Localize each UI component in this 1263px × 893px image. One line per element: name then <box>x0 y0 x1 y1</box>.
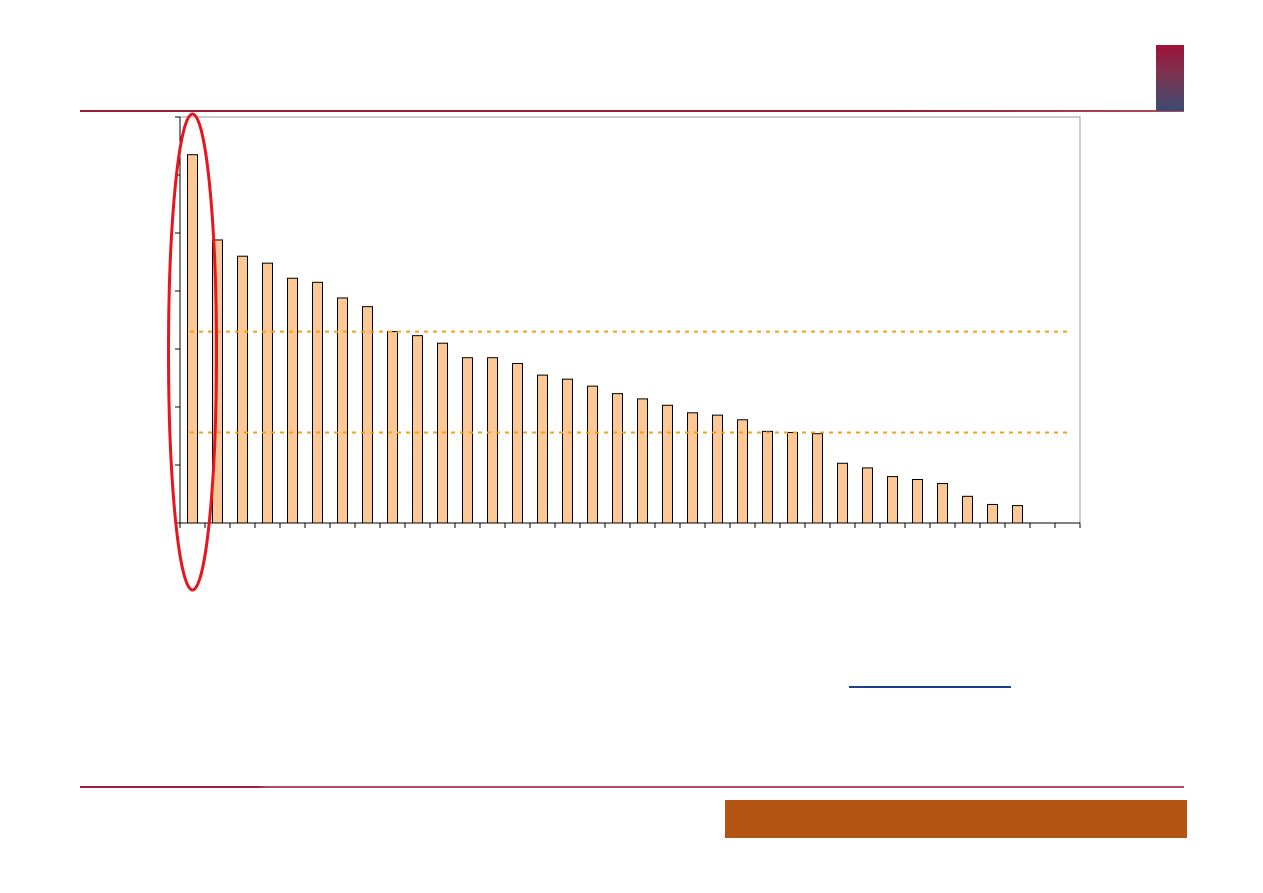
bar <box>587 385 598 524</box>
brand-logo-block <box>1156 45 1184 111</box>
bar <box>187 154 198 524</box>
bar <box>262 262 273 524</box>
bar <box>962 495 973 524</box>
bar <box>412 335 423 524</box>
footer-bar <box>725 800 1187 838</box>
x-axis-ticks <box>179 523 1081 528</box>
bar <box>912 479 923 524</box>
bar <box>387 331 398 524</box>
bar <box>537 374 548 524</box>
bar <box>237 255 248 524</box>
bar <box>862 467 873 524</box>
bar <box>737 419 748 524</box>
bar <box>612 393 623 524</box>
bar <box>712 414 723 524</box>
footer-rule <box>80 786 1184 788</box>
reference-lines <box>190 330 1070 434</box>
bar <box>562 378 573 524</box>
bar <box>987 503 998 524</box>
bar <box>512 363 523 524</box>
bar <box>337 297 348 524</box>
header-rule <box>80 110 1184 112</box>
bar <box>787 432 798 524</box>
bar <box>837 462 848 524</box>
link-underline[interactable] <box>849 686 1011 688</box>
bar <box>687 412 698 524</box>
bar <box>762 430 773 524</box>
bar <box>812 433 823 524</box>
highlight-ellipse <box>167 112 218 592</box>
bar <box>662 404 673 524</box>
bar <box>887 476 898 524</box>
bar <box>1012 505 1023 524</box>
bar <box>462 357 473 524</box>
bar <box>287 277 298 524</box>
bar <box>312 281 323 524</box>
bar <box>487 357 498 524</box>
bar-series <box>187 154 1023 524</box>
bar <box>637 398 648 524</box>
bar <box>362 306 373 524</box>
bar <box>937 483 948 524</box>
